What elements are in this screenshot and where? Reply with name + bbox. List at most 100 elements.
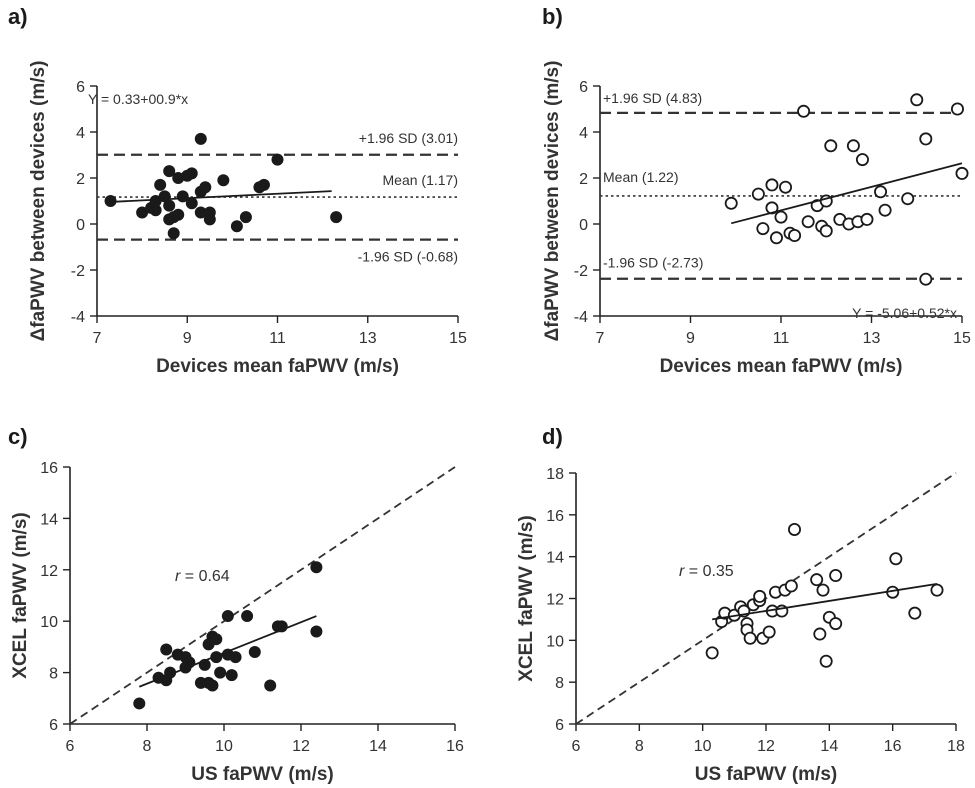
x-tick-label: 13: [359, 330, 377, 347]
data-point: [797, 104, 811, 118]
data-point: [163, 165, 176, 178]
data-point: [724, 196, 738, 210]
data-point: [163, 199, 176, 212]
data-point: [855, 153, 869, 167]
x-tick-label: 10: [215, 738, 233, 755]
data-point: [149, 195, 162, 207]
data-point: [756, 222, 770, 236]
x-axis-title: US faPWV (m/s): [191, 764, 334, 785]
x-tick-label: 13: [863, 330, 881, 347]
x-tick-label: 15: [449, 330, 467, 347]
data-point: [217, 174, 230, 187]
panel-label: d): [542, 424, 563, 449]
data-point: [950, 102, 964, 116]
x-tick-label: 9: [686, 330, 695, 347]
regression-line: [712, 582, 938, 621]
x-tick-label: 16: [446, 738, 464, 755]
y-tick-label: 2: [579, 171, 588, 188]
correlation-label: r = 0.35: [679, 563, 734, 580]
y-tick-label: -4: [71, 309, 85, 326]
data-point: [908, 606, 922, 620]
data-point: [919, 132, 933, 146]
y-tick-label: 0: [579, 217, 588, 234]
data-point: [810, 573, 824, 587]
x-tick-label: 11: [773, 330, 790, 347]
data-point: [930, 583, 944, 597]
data-point: [774, 210, 788, 224]
x-axis-title: Devices mean faPWV (m/s): [660, 356, 903, 377]
y-tick-label: 16: [40, 460, 58, 477]
data-point: [248, 646, 261, 659]
data-point: [133, 697, 146, 710]
data-point: [779, 180, 793, 194]
data-point: [788, 228, 802, 242]
data-point: [160, 643, 173, 656]
reference-line-label: -1.96 SD (-2.73): [603, 255, 703, 271]
y-axis-title: ΔfaPWV between devices (m/s): [542, 61, 563, 342]
panel-label: c): [8, 424, 28, 449]
data-point: [104, 195, 117, 207]
identity-line: [575, 472, 957, 725]
data-point: [185, 167, 198, 180]
data-point: [889, 552, 903, 566]
y-tick-label: 2: [76, 171, 85, 188]
data-point: [765, 178, 779, 192]
y-tick-label: 18: [546, 466, 564, 483]
data-point: [751, 187, 765, 201]
y-tick-label: 4: [76, 125, 85, 142]
x-axis-title: Devices mean faPWV (m/s): [156, 356, 399, 377]
y-tick-label: 6: [555, 717, 564, 734]
y-tick-label: 14: [40, 511, 58, 528]
x-tick-label: 6: [572, 738, 581, 755]
data-point: [185, 197, 198, 210]
data-point: [819, 224, 833, 238]
data-point: [955, 166, 969, 180]
data-point: [874, 185, 888, 199]
x-tick-label: 8: [143, 738, 152, 755]
reference-line-label: +1.96 SD (3.01): [359, 130, 458, 146]
data-point: [167, 227, 180, 240]
data-point: [221, 610, 234, 623]
data-point: [901, 192, 915, 206]
data-point: [910, 93, 924, 107]
x-tick-label: 12: [292, 738, 310, 755]
regression-line: [138, 615, 317, 688]
data-point: [214, 666, 227, 679]
x-axis-title: US faPWV (m/s): [695, 764, 838, 785]
reference-line-label: +1.96 SD (4.83): [603, 90, 702, 106]
data-point: [230, 220, 243, 233]
data-point: [819, 654, 833, 668]
data-point: [801, 215, 815, 229]
data-point: [860, 212, 874, 226]
x-tick-label: 6: [66, 738, 75, 755]
y-tick-label: 8: [555, 675, 564, 692]
y-axis-title: XCEL faPWV (m/s): [516, 515, 537, 681]
y-tick-label: 10: [546, 633, 564, 650]
y-tick-label: 16: [546, 508, 564, 525]
panel-d: d) 6 8 10 12 14 16 18 6 8 10 12 14 16 18 US faPWV (m/s)…: [516, 424, 965, 785]
data-point: [829, 617, 843, 631]
data-point: [705, 646, 719, 660]
y-tick-label: 6: [76, 79, 85, 96]
panel-b: b) -4 -2 0 2 4 6 7 9 11 13 15 Devices mean faPWV (m/…: [542, 4, 971, 377]
data-point: [829, 568, 843, 582]
data-point: [271, 153, 284, 166]
y-tick-label: 12: [546, 592, 564, 609]
regression-line: [730, 162, 963, 225]
y-tick-label: 14: [546, 550, 564, 567]
regression-line: [110, 190, 332, 203]
data-point: [762, 625, 776, 639]
data-point: [824, 139, 838, 153]
y-tick-label: -2: [574, 263, 588, 280]
data-point: [788, 522, 802, 536]
y-tick-label: 10: [40, 614, 58, 631]
data-point: [206, 679, 219, 692]
regression-equation: Y = 0.33+00.9*x: [88, 91, 188, 107]
data-point: [154, 178, 167, 191]
data-point: [846, 139, 860, 153]
data-point: [330, 211, 343, 224]
y-tick-label: 6: [49, 717, 58, 734]
data-point: [743, 631, 757, 645]
data-point: [264, 679, 277, 692]
